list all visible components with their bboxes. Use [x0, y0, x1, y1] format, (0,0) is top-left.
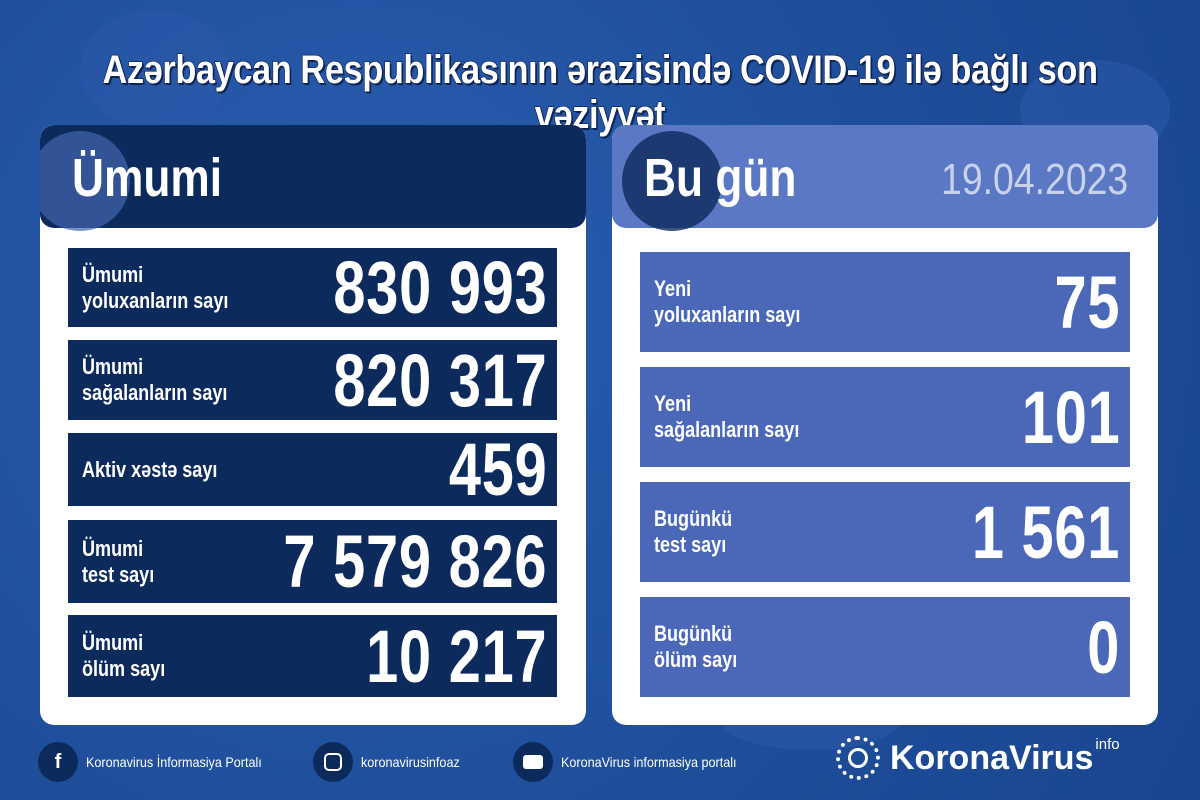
stat-label: test sayı: [82, 561, 155, 587]
brand-name: KoronaVirus: [890, 738, 1094, 777]
stat-label: ölüm sayı: [82, 656, 166, 681]
instagram-icon: [313, 742, 354, 782]
youtube-icon: [513, 742, 554, 782]
stat-label: Bugünkü: [654, 506, 733, 531]
stat-label: Bugünkü: [654, 621, 733, 646]
virus-icon: [622, 131, 722, 231]
stat-value: 820 317: [332, 338, 547, 422]
brand-logo: KoronaVirus info: [836, 736, 1120, 780]
stat-row: Ümumi sağalanların sayı 820 317: [68, 338, 557, 422]
stat-row: Yeni yoluxanların sayı 75: [640, 252, 1130, 352]
stat-label: Aktiv xəstə sayı: [82, 456, 218, 482]
total-panel: Ümumi Ümumi yoluxanların sayı 830 993 Ümum…: [40, 125, 586, 725]
total-header: Ümumi: [40, 125, 586, 231]
stat-label: sağalanların sayı: [654, 417, 800, 442]
youtube-label: KoronaVirus informasiya portalı: [561, 754, 737, 770]
sun-logo-icon: [836, 736, 880, 780]
stat-row: Ümumi ölüm sayı 10 217: [68, 614, 557, 698]
stat-value: 459: [448, 428, 547, 511]
stat-value: 830 993: [332, 246, 547, 329]
stat-label: test sayı: [654, 532, 727, 557]
footer: f Koronavirus İnformasiya Portalı koronav…: [38, 742, 778, 782]
stat-value: 10 217: [365, 614, 547, 698]
virus-decoration: [80, 10, 230, 130]
date: 19.04.2023: [940, 155, 1128, 204]
stat-label: sağalanların sayı: [82, 380, 228, 405]
stat-label: Yeni: [654, 391, 692, 416]
total-heading: Ümumi: [72, 148, 223, 208]
stat-label: yoluxanların sayı: [82, 287, 229, 313]
facebook-label: Koronavirus İnformasiya Portalı: [86, 754, 262, 770]
today-header: Bu gün 19.04.2023: [612, 125, 1158, 231]
stat-row: Yeni sağalanların sayı 101: [640, 367, 1130, 467]
page-title: Azərbaycan Respublikasının ərazisində CO…: [102, 47, 1099, 138]
stat-label: Ümumi: [82, 261, 144, 287]
today-panel: Bu gün 19.04.2023 Yeni yoluxanların sayı 75…: [612, 125, 1158, 725]
today-heading: Bu gün: [644, 148, 797, 208]
stat-label: Ümumi: [82, 354, 144, 379]
stat-row: Aktiv xəstə sayı 459: [68, 428, 557, 511]
stat-label: Ümumi: [82, 535, 144, 561]
stat-row: Bugünkü test sayı 1 561: [640, 482, 1130, 582]
facebook-link[interactable]: f Koronavirus İnformasiya Portalı: [38, 742, 281, 782]
stat-value: 75: [1054, 260, 1120, 344]
brand-sup: info: [1095, 736, 1120, 753]
youtube-link[interactable]: KoronaVirus informasiya portalı: [513, 742, 756, 782]
stat-label: Ümumi: [82, 630, 144, 655]
stat-label: yoluxanların sayı: [654, 302, 801, 327]
stat-row: Ümumi test sayı 7 579 826: [68, 520, 557, 603]
stat-value: 101: [1021, 375, 1120, 459]
stat-label: Yeni: [654, 276, 692, 301]
virus-icon: [40, 131, 130, 231]
instagram-link[interactable]: koronavirusinfoaz: [313, 742, 471, 782]
facebook-icon: f: [38, 742, 78, 782]
stat-value: 7 579 826: [283, 520, 547, 603]
stat-row: Bugünkü ölüm sayı 0: [640, 597, 1130, 697]
instagram-label: koronavirusinfoaz: [361, 754, 461, 770]
stat-value: 1 561: [971, 490, 1120, 574]
stat-row: Ümumi yoluxanların sayı 830 993: [68, 246, 557, 329]
stat-label: ölüm sayı: [654, 647, 738, 672]
stat-value: 0: [1087, 605, 1120, 689]
